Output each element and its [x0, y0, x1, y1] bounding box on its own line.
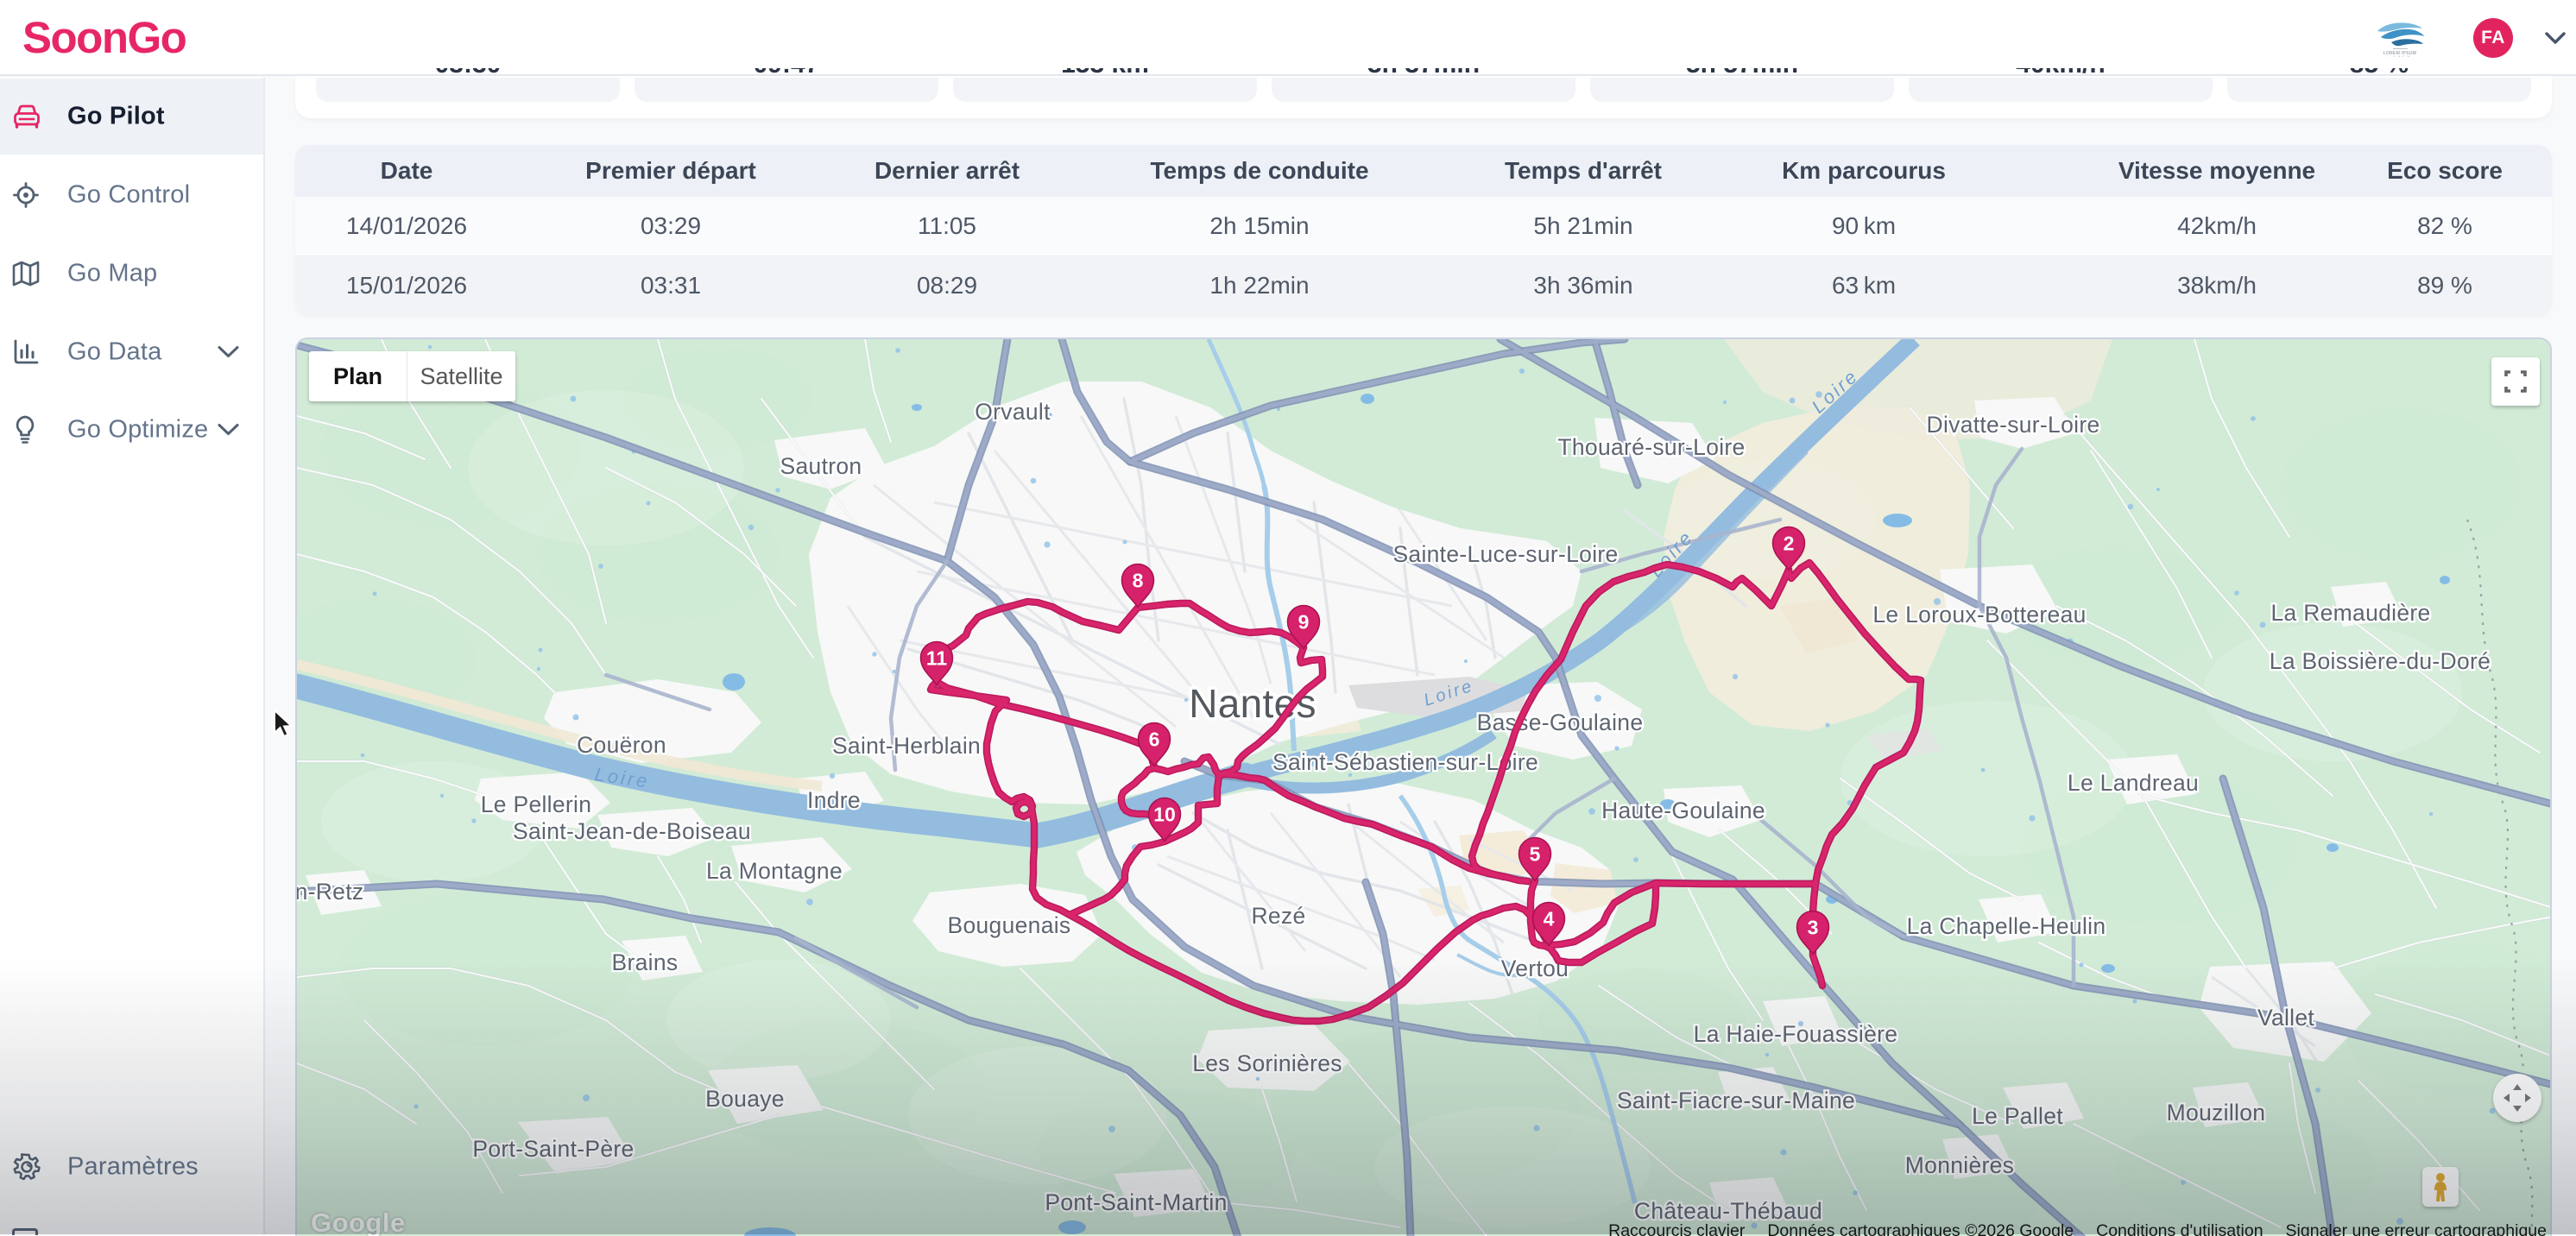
svg-text:8: 8 [1133, 570, 1144, 592]
svg-text:11: 11 [926, 647, 948, 670]
svg-text:Le Loroux-Bottereau: Le Loroux-Bottereau [1872, 602, 2086, 627]
svg-text:La Haie-Fouassière: La Haie-Fouassière [1694, 1021, 1898, 1047]
svg-text:Mouzillon: Mouzillon [2167, 1100, 2266, 1126]
svg-text:Saint-Fiacre-sur-Maine: Saint-Fiacre-sur-Maine [1617, 1088, 1855, 1113]
svg-text:La Montagne: La Montagne [706, 858, 843, 884]
svg-text:La Chapelle-Heulin: La Chapelle-Heulin [1907, 913, 2106, 939]
svg-text:La Remaudière: La Remaudière [2270, 600, 2430, 626]
svg-text:Saint-Jean-de-Boiseau: Saint-Jean-de-Boiseau [513, 818, 751, 844]
svg-text:Le Landreau: Le Landreau [2068, 770, 2199, 796]
svg-text:Bouaye: Bouaye [705, 1086, 785, 1112]
svg-text:Indre: Indre [807, 787, 861, 813]
svg-text:Saint-Herblain: Saint-Herblain [832, 733, 981, 759]
svg-text:Bouguenais: Bouguenais [948, 912, 1071, 938]
svg-text:10: 10 [1153, 804, 1176, 826]
svg-text:Divatte-sur-Loire: Divatte-sur-Loire [1927, 412, 2100, 438]
svg-text:Thouaré-sur-Loire: Thouaré-sur-Loire [1557, 434, 1745, 460]
svg-text:Le Pellerin: Le Pellerin [481, 791, 592, 817]
svg-text:L O R E M: L O R E M [2390, 55, 2411, 57]
svg-text:Brains: Brains [612, 949, 679, 975]
svg-text:Les Sorinières: Les Sorinières [1192, 1050, 1342, 1076]
svg-text:3: 3 [1808, 917, 1819, 939]
svg-text:5: 5 [1530, 843, 1541, 866]
svg-text:Rezé: Rezé [1251, 903, 1305, 929]
svg-text:6: 6 [1149, 728, 1160, 751]
svg-text:2: 2 [1784, 533, 1795, 555]
svg-text:La Boissière-du-Doré: La Boissière-du-Doré [2270, 648, 2491, 674]
svg-text:Sainte-Luce-sur-Loire: Sainte-Luce-sur-Loire [1392, 541, 1618, 567]
svg-text:Vallet: Vallet [2257, 1005, 2314, 1031]
svg-text:Château-Thébaud: Château-Thébaud [1634, 1198, 1822, 1224]
svg-text:Orvault: Orvault [975, 399, 1051, 425]
svg-text:Monnières: Monnières [1905, 1152, 2014, 1178]
svg-text:Saint-Sébastien-sur-Loire: Saint-Sébastien-sur-Loire [1272, 749, 1538, 775]
svg-text:4: 4 [1544, 908, 1555, 930]
svg-text:Pont-Saint-Martin: Pont-Saint-Martin [1045, 1189, 1227, 1215]
svg-text:9: 9 [1298, 611, 1310, 634]
svg-text:Le Pallet: Le Pallet [1972, 1103, 2063, 1129]
svg-text:Vertou: Vertou [1501, 955, 1569, 981]
svg-text:Couëron: Couëron [577, 732, 666, 758]
svg-text:en-Retz: en-Retz [295, 879, 363, 905]
svg-text:LOREM IPSUM: LOREM IPSUM [2383, 51, 2416, 56]
svg-text:Port-Saint-Père: Port-Saint-Père [472, 1136, 634, 1162]
svg-text:Haute-Goulaine: Haute-Goulaine [1601, 798, 1765, 823]
svg-text:Basse-Goulaine: Basse-Goulaine [1477, 709, 1644, 735]
svg-text:Sautron: Sautron [780, 453, 862, 479]
